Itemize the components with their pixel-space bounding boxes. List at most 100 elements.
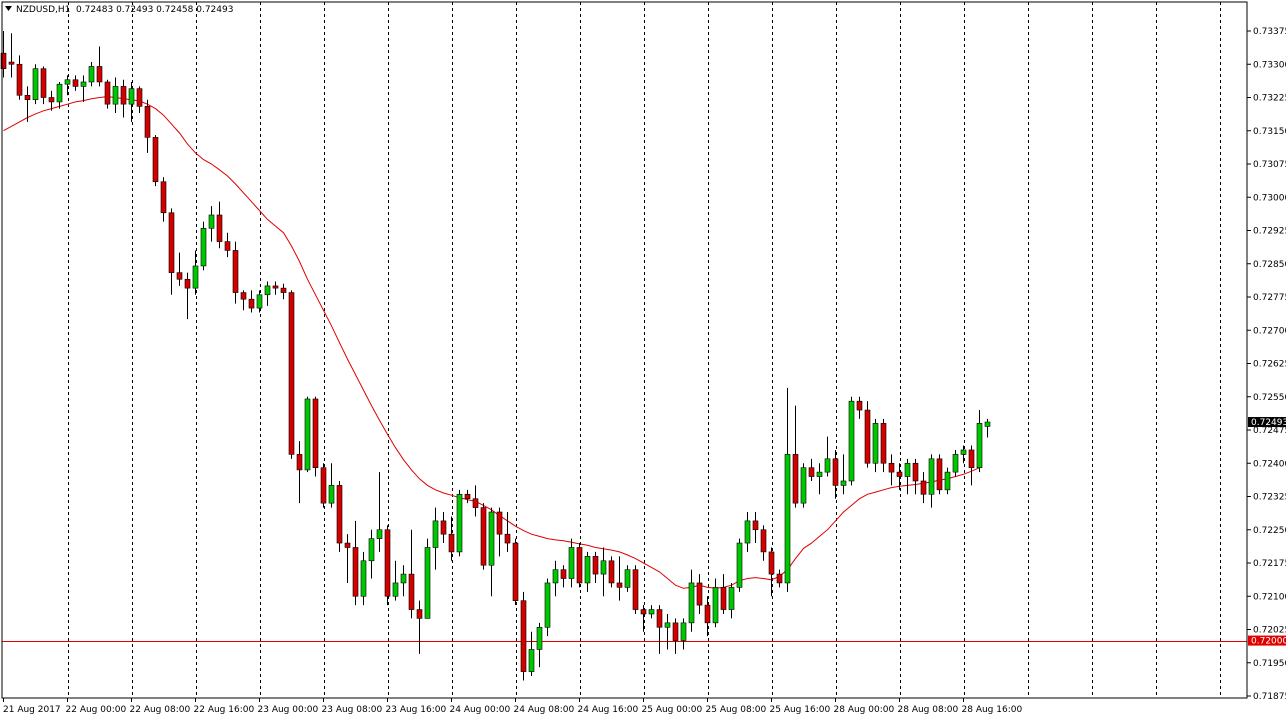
candle	[632, 565, 639, 614]
candle	[920, 472, 927, 504]
candle	[968, 445, 975, 486]
candle	[576, 543, 583, 588]
candle	[344, 534, 351, 583]
candle	[856, 396, 863, 419]
candle-body-bear	[352, 547, 359, 597]
x-tick-label: 23 Aug 08:00	[322, 705, 383, 715]
candle	[752, 512, 759, 544]
x-tick-label: 24 Aug 16:00	[578, 705, 639, 715]
candle-body-bear	[832, 458, 839, 486]
candle	[248, 290, 255, 313]
candle-body-bull	[80, 81, 87, 87]
candle	[736, 538, 743, 592]
candle-body-bull	[360, 560, 367, 597]
candle-body-bear	[296, 454, 303, 471]
candle-body-bull	[424, 547, 431, 619]
candle-body-bear	[280, 287, 287, 293]
x-tick-label: 22 Aug 16:00	[194, 705, 255, 715]
candle	[16, 55, 23, 100]
triangle-down-icon[interactable]	[5, 6, 12, 11]
y-tick-label: 0.73225	[1253, 94, 1286, 104]
candle	[616, 556, 623, 601]
candle	[288, 290, 295, 459]
candle	[792, 405, 799, 508]
candle	[448, 516, 455, 561]
candle	[232, 241, 239, 304]
candle-body-bear	[968, 449, 975, 468]
candle-body-bull	[712, 587, 719, 624]
candle	[680, 618, 687, 650]
candle-body-bull	[368, 538, 375, 562]
candle	[952, 449, 959, 477]
candle	[976, 410, 983, 473]
candle-body-bear	[176, 272, 183, 280]
y-tick-label: 0.73375	[1253, 27, 1286, 37]
candle-body-bear	[152, 137, 159, 183]
candle	[768, 547, 775, 597]
candle-body-bear	[168, 212, 175, 273]
candle	[840, 454, 847, 495]
candle	[72, 75, 79, 91]
candle	[960, 445, 967, 464]
candle	[256, 290, 263, 313]
candle-body-bear	[888, 462, 895, 473]
candle-body-bear	[752, 520, 759, 531]
candle	[128, 81, 135, 122]
candle-body-bear	[696, 582, 703, 606]
candle-body-bear	[512, 542, 519, 601]
candle	[520, 591, 527, 681]
x-tick-label: 25 Aug 16:00	[770, 705, 831, 715]
candle-body-bull	[256, 294, 263, 309]
candle-body-bull	[392, 582, 399, 597]
candle	[816, 463, 823, 495]
candle	[880, 418, 887, 473]
candle	[528, 631, 535, 677]
candle-body-bull	[800, 467, 807, 504]
x-tick-label: 28 Aug 00:00	[834, 705, 895, 715]
candle-body-bull	[32, 68, 39, 101]
candle-body-bull	[536, 626, 543, 650]
candle-body-bull	[952, 454, 959, 473]
candle-body-bear	[560, 569, 567, 579]
candle-body-bear	[320, 467, 327, 504]
candle	[120, 79, 127, 118]
candle-body-bear	[232, 250, 239, 293]
candle	[512, 538, 519, 606]
candle-body-bull	[840, 480, 847, 486]
candle	[88, 62, 95, 87]
x-tick-label: 28 Aug 16:00	[962, 705, 1023, 715]
candle-body-bear	[440, 520, 447, 535]
candle-body-bear	[120, 86, 127, 105]
candle	[944, 467, 951, 495]
candle-body-bear	[144, 106, 151, 138]
candle	[656, 605, 663, 654]
candle	[32, 64, 39, 105]
candle-body-bull	[664, 622, 671, 628]
y-tick-label: 0.72775	[1253, 293, 1286, 303]
candle-body-bear	[448, 533, 455, 553]
symbol-label: NZDUSD,H1	[16, 5, 70, 15]
candle-body-bear	[496, 511, 503, 535]
candle-body-bear	[464, 493, 471, 500]
candle-body-bull	[944, 471, 951, 491]
candle	[896, 463, 903, 490]
candle	[888, 454, 895, 486]
candle-body-bear	[704, 604, 711, 624]
candle-body-bull	[456, 493, 463, 553]
candle	[696, 574, 703, 614]
candle-body-bear	[336, 485, 343, 544]
candle-body-bull	[680, 622, 687, 641]
candle-body-bull	[568, 547, 575, 579]
candle	[320, 463, 327, 508]
candle-body-bull	[624, 569, 631, 588]
candle-body-bull	[88, 66, 95, 83]
